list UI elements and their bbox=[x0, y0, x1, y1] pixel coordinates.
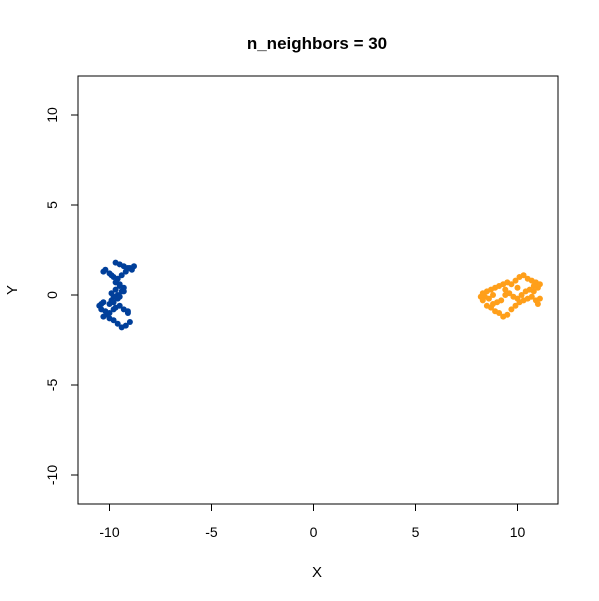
cluster-2-point bbox=[510, 293, 517, 300]
cluster-2-point bbox=[528, 293, 535, 300]
cluster-2-point bbox=[522, 288, 529, 295]
cluster-2-point bbox=[518, 292, 525, 298]
cluster-2-point bbox=[502, 286, 509, 293]
x-tick-label: 0 bbox=[310, 524, 318, 540]
cluster-2-point bbox=[479, 297, 486, 304]
cluster-1-point bbox=[118, 272, 125, 279]
cluster-1-point bbox=[108, 272, 115, 279]
cluster-2-point bbox=[536, 295, 543, 302]
cluster-2-point bbox=[534, 301, 541, 307]
x-tick-label: -5 bbox=[205, 524, 218, 540]
x-tick-label: 10 bbox=[510, 524, 526, 540]
cluster-1-point bbox=[120, 288, 127, 295]
y-tick-label: 10 bbox=[44, 107, 60, 123]
y-axis-ticks: -10 -5 0 5 10 bbox=[44, 107, 78, 485]
x-tick-label: -10 bbox=[99, 524, 119, 540]
cluster-1-point bbox=[100, 268, 107, 275]
cluster-2-point bbox=[530, 288, 537, 295]
data-points bbox=[96, 259, 543, 331]
cluster-2-point bbox=[502, 292, 509, 298]
x-axis-label: X bbox=[312, 564, 322, 581]
cluster-1-point bbox=[126, 265, 133, 271]
cluster-1-point bbox=[114, 320, 121, 327]
cluster-2-point bbox=[504, 311, 511, 318]
y-tick-label: 5 bbox=[44, 201, 60, 209]
cluster-1-point bbox=[116, 302, 123, 309]
x-axis-ticks: -10 -5 0 5 10 bbox=[99, 504, 525, 540]
y-tick-label: -5 bbox=[44, 379, 60, 392]
cluster-2-point bbox=[512, 302, 519, 309]
cluster-1-point bbox=[108, 297, 115, 304]
cluster-2-point bbox=[508, 306, 515, 313]
cluster-1-point bbox=[108, 290, 115, 297]
y-tick-label: 0 bbox=[44, 291, 60, 299]
y-tick-label: -10 bbox=[44, 465, 60, 485]
cluster-2-point bbox=[490, 292, 496, 298]
cluster-1-point bbox=[116, 293, 123, 300]
cluster-2-point bbox=[520, 272, 527, 279]
cluster-1-point bbox=[126, 319, 133, 325]
cluster-1-point bbox=[116, 283, 123, 289]
cluster-2-point bbox=[508, 281, 515, 288]
cluster-1-point bbox=[100, 313, 107, 320]
chart-title: n_neighbors = 30 bbox=[247, 34, 387, 53]
cluster-2-point bbox=[514, 284, 521, 291]
x-tick-label: 5 bbox=[412, 524, 420, 540]
cluster-1-point bbox=[124, 308, 131, 315]
cluster-2-point bbox=[488, 304, 494, 311]
cluster-1-point bbox=[112, 286, 119, 293]
cluster-2-point bbox=[496, 310, 503, 316]
cluster-2-point bbox=[530, 283, 537, 289]
cluster-1-point bbox=[98, 301, 105, 307]
y-axis-label: Y bbox=[4, 285, 21, 295]
cluster-1-point bbox=[122, 268, 129, 275]
cluster-1-point bbox=[118, 324, 125, 331]
cluster-2-point bbox=[512, 277, 519, 284]
